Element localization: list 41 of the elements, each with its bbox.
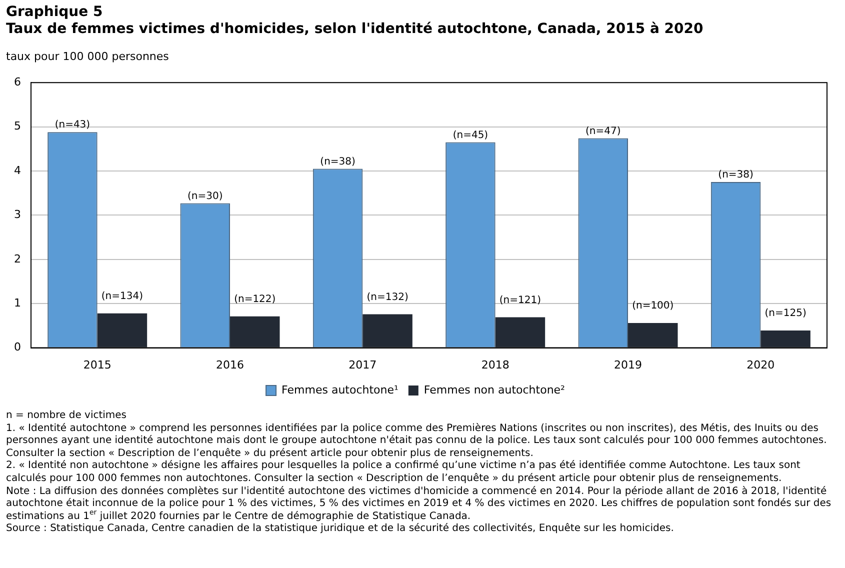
annotation: (n=132) [366, 292, 408, 303]
annotation: (n=100) [632, 300, 674, 312]
y-tick-label: 3 [14, 208, 21, 222]
bar [628, 323, 678, 348]
y-tick-label: 4 [14, 164, 21, 177]
x-tick-label: 2019 [614, 358, 642, 372]
bar [230, 316, 280, 348]
annotation: (n=122) [234, 294, 276, 306]
text: n = nombre de victimes [6, 410, 128, 423]
y-tick-label: 5 [14, 120, 21, 133]
chart-title: Graphique 5 [6, 4, 104, 21]
annotation: (n=43) [54, 120, 90, 131]
text: 1. « Identité autochtone » comprend les personnes identifiées par la police comme des Premières Nations (inscrites ou non inscrites), des Métis, des Inuits ou des personnes ayant une identité autochtone mais dont le groupe autochtone n'était pas connu de la police. Les taux sont calculés pour 100 000 femmes autochtones. Consulter la section « Description de l’enquête » du présent article pour obtenir plus de renseignements. [6, 422, 828, 460]
y-tick-label: 6 [14, 75, 21, 88]
annotation: (n=45) [452, 130, 488, 141]
annotation: (n=30) [188, 190, 223, 202]
x-tick-label: 2020 [746, 358, 775, 372]
annotation: (n=47) [586, 126, 621, 137]
annotation: (n=38) [320, 156, 356, 168]
text: Note : La diffusion des données complètes sur l'identité autochtone des victimes d'homicide a commencé en 2014. Pour la période allant de 2016 à 2018, l'identité autochtone était inconnue de la police pour 1 % des victimes, 5 % des victimes en 2019 et 4 % des victimes en 2020. Les chiffres de population sont fondés sur des estimations au 1$^{er}$ juillet 2020 fournies par le Centre de démographie de Statistique Canada. [6, 486, 832, 523]
annotation: (n=125) [764, 308, 806, 320]
source-note: Source : Statistique Canada, Centre canadien de la statistique juridique et de la sécurité des collectivités, Enquête sur les homicides. [6, 523, 675, 536]
bar [495, 317, 546, 348]
x-tick-label: 2016 [216, 358, 244, 372]
y-tick-label: 1 [14, 296, 21, 310]
chart-subtitle: Taux de femmes victimes d'homicides, selon l'identité autochtone, Canada, 2015 à 2020 [6, 21, 704, 38]
text: 2. « Identité non autochtone » désigne les affaires pour lesquelles la police a confirmé qu’une victime n’a pas été identifiée comme Autochtone. Les taux sont calculés pour 100 000 femmes non autochtones. Consulter la section « Description de l’enquête » du présent article pour obtenir plus de renseignements. [6, 460, 802, 486]
bar [97, 313, 148, 348]
legend-label: Femmes autochtone¹ [282, 383, 398, 396]
bar [760, 330, 810, 348]
y-tick-label: 2 [14, 252, 21, 266]
annotation: (n=121) [499, 294, 542, 306]
annotation: (n=134) [101, 290, 144, 302]
x-tick-label: 2018 [481, 358, 510, 372]
annotation: (n=38) [718, 170, 754, 181]
y-axis-title: taux pour 100 000 personnes [6, 50, 169, 63]
y-tick-label: 0 [14, 340, 21, 354]
x-tick-label: 2015 [83, 358, 112, 372]
bar [362, 314, 412, 348]
legend-label: Femmes non autochtone² [424, 383, 565, 396]
x-tick-label: 2017 [348, 358, 377, 372]
